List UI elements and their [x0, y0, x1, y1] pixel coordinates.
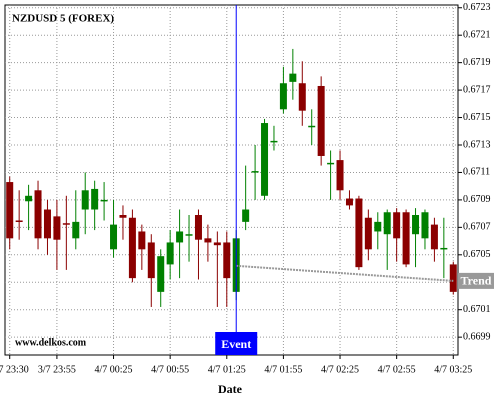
- candle-body: [128, 217, 136, 279]
- event-label-box: [215, 332, 258, 355]
- candle-body: [261, 123, 269, 196]
- candle-body: [110, 224, 118, 250]
- candle-body: [336, 160, 344, 191]
- trend-label-box: [458, 272, 494, 289]
- y-tick-label: 0.6709: [463, 194, 491, 205]
- watermark: www.delkos.com: [15, 337, 87, 348]
- chart-title: NZDUSD 5 (FOREX): [12, 13, 114, 25]
- candle-body: [402, 212, 410, 265]
- y-tick-label: 0.6723: [463, 2, 491, 13]
- x-tick-label: 4/7 00:25: [95, 364, 133, 375]
- trend-line: [236, 264, 454, 282]
- x-tick-label: 3/7 23:55: [38, 364, 76, 375]
- y-tick-label: 0.6715: [463, 112, 491, 123]
- candle-body: [270, 140, 278, 143]
- y-tick-label: 0.6699: [463, 331, 491, 342]
- candle-body: [345, 198, 353, 206]
- y-tick-label: 0.6707: [463, 222, 491, 233]
- candle-body: [204, 238, 212, 243]
- candle-body: [393, 212, 401, 239]
- candle-body: [194, 215, 202, 240]
- x-tick-label: 4/7 02:25: [321, 364, 359, 375]
- candle-body: [100, 199, 108, 202]
- candle-body: [430, 224, 438, 250]
- x-tick-label: 4/7 03:25: [434, 364, 472, 375]
- candle-body: [6, 182, 14, 239]
- candle-body: [355, 198, 363, 268]
- event-label: Event: [221, 337, 251, 351]
- candle-body: [25, 195, 33, 202]
- x-tick-label: 4/7 00:55: [151, 364, 189, 375]
- candle-body: [81, 190, 89, 210]
- candle-body: [298, 83, 306, 111]
- candle-body: [308, 125, 316, 128]
- candle-body: [421, 212, 429, 239]
- y-tick-label: 0.6705: [463, 249, 491, 260]
- x-axis-label: Date: [218, 382, 243, 396]
- candle-body: [223, 242, 231, 279]
- candle-body: [279, 83, 287, 110]
- candle-body: [43, 209, 51, 239]
- candle-body: [15, 220, 23, 222]
- candle-body: [119, 215, 127, 218]
- y-tick-label: 0.6701: [463, 304, 491, 315]
- x-tick-label: 3/7 23:30: [0, 364, 29, 375]
- candle-body: [91, 188, 99, 210]
- candle-body: [213, 242, 221, 246]
- candle-body: [289, 73, 297, 82]
- candle-body: [62, 223, 70, 225]
- x-tick-label: 4/7 01:55: [264, 364, 302, 375]
- y-tick-label: 0.6711: [463, 167, 490, 178]
- candle-body: [147, 242, 155, 279]
- candle-body: [449, 264, 457, 292]
- trend-label: Trend: [461, 274, 492, 288]
- candle-body: [166, 242, 174, 265]
- candle-body: [364, 217, 372, 250]
- candle-body: [327, 162, 335, 165]
- candle-body: [242, 209, 250, 222]
- candle-body: [383, 212, 391, 235]
- candle-body: [138, 231, 146, 250]
- candle-body: [251, 171, 259, 173]
- x-tick-label: 4/7 02:55: [378, 364, 416, 375]
- y-tick-label: 0.6721: [463, 29, 491, 40]
- candle-body: [440, 247, 448, 250]
- y-tick-label: 0.6719: [463, 57, 491, 68]
- candle-body: [157, 256, 165, 292]
- x-tick-label: 4/7 01:25: [208, 364, 246, 375]
- plot-frame: [4, 4, 459, 356]
- candle-body: [185, 234, 193, 236]
- candle-body: [72, 221, 80, 239]
- candle-body: [412, 215, 420, 235]
- candle-body: [317, 85, 325, 156]
- candle-body: [374, 221, 382, 232]
- candle-body: [176, 231, 184, 243]
- y-tick-label: 0.6713: [463, 139, 491, 150]
- candle-body: [34, 190, 42, 239]
- candle-body: [53, 216, 61, 240]
- y-tick-label: 0.6717: [463, 84, 491, 95]
